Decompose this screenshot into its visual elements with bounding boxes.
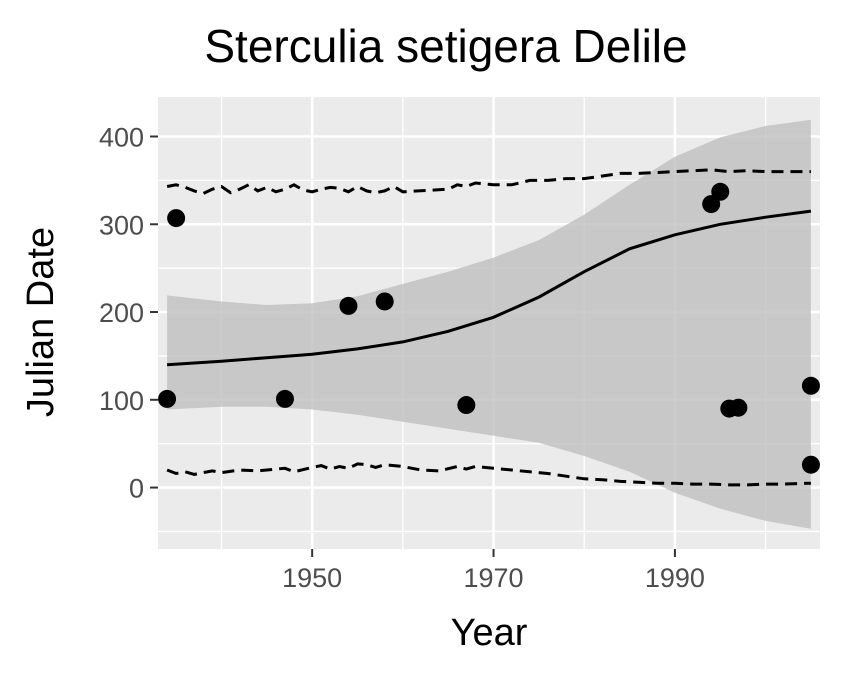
x-tick-label: 1950 [282,563,342,593]
confidence-band [167,119,811,529]
x-tick-label: 1970 [463,563,523,593]
data-point [457,396,476,415]
fit-line [167,209,812,367]
y-tick-label: 200 [99,298,144,328]
data-point [167,209,186,228]
data-point [801,376,820,395]
data-point [375,292,394,311]
data-point [702,195,721,214]
data-point [275,389,294,408]
x-tick-label: 1990 [645,563,705,593]
y-axis: 0 100 200 300 400 [99,122,158,504]
y-tick-label: 400 [99,122,144,152]
data-point [158,389,177,408]
dashed-upper-line [166,168,811,196]
dashed-lower-line [166,462,811,487]
chart-title: Sterculia setigera Delile [204,20,687,72]
y-tick-label: 0 [129,474,144,504]
data-point [729,398,748,417]
data-point [801,455,820,474]
x-axis-title: Year [451,612,528,654]
y-tick-label: 100 [99,386,144,416]
y-axis-title: Julian Date [20,227,62,417]
x-axis: 1950 1970 1990 [282,549,705,593]
data-point [339,296,358,315]
y-tick-label: 300 [99,210,144,240]
data-point [711,182,730,201]
data-points [158,182,820,474]
